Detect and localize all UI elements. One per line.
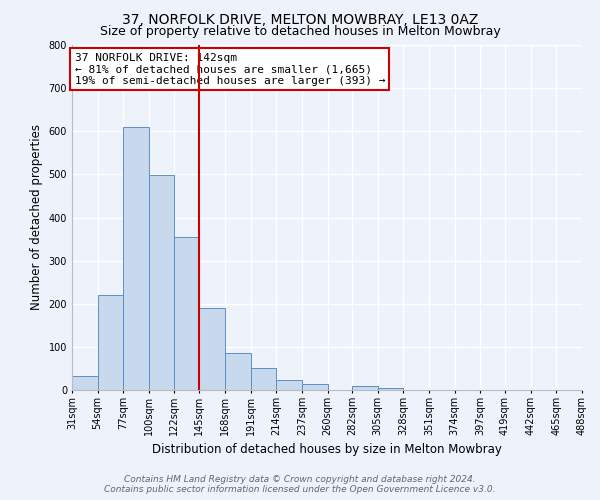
Y-axis label: Number of detached properties: Number of detached properties bbox=[30, 124, 43, 310]
X-axis label: Distribution of detached houses by size in Melton Mowbray: Distribution of detached houses by size … bbox=[152, 444, 502, 456]
Text: Size of property relative to detached houses in Melton Mowbray: Size of property relative to detached ho… bbox=[100, 25, 500, 38]
Text: 37 NORFOLK DRIVE: 142sqm
← 81% of detached houses are smaller (1,665)
19% of sem: 37 NORFOLK DRIVE: 142sqm ← 81% of detach… bbox=[74, 52, 385, 86]
Bar bbox=[173, 237, 199, 390]
Text: Contains HM Land Registry data © Crown copyright and database right 2024.
Contai: Contains HM Land Registry data © Crown c… bbox=[104, 474, 496, 494]
Bar bbox=[98, 295, 124, 390]
Bar bbox=[302, 384, 328, 390]
Bar bbox=[124, 127, 149, 390]
Bar bbox=[72, 376, 98, 390]
Bar bbox=[149, 175, 173, 390]
Bar bbox=[225, 354, 251, 390]
Bar bbox=[251, 368, 276, 390]
Bar bbox=[276, 380, 302, 390]
Bar bbox=[352, 386, 378, 390]
Bar bbox=[199, 308, 225, 390]
Text: 37, NORFOLK DRIVE, MELTON MOWBRAY, LE13 0AZ: 37, NORFOLK DRIVE, MELTON MOWBRAY, LE13 … bbox=[122, 12, 478, 26]
Bar bbox=[378, 388, 403, 390]
